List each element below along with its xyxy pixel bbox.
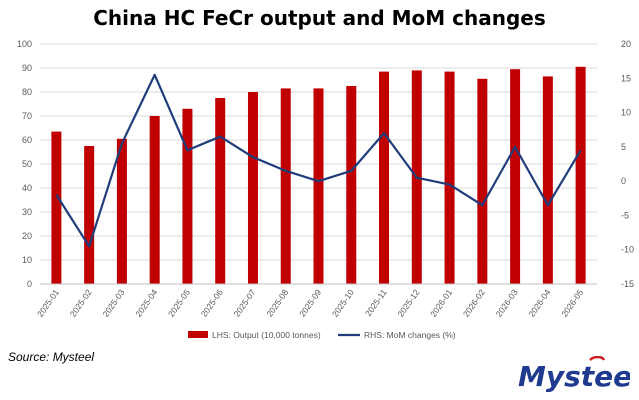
y-left-tick-label: 40 xyxy=(22,183,32,193)
x-tick-label: 2025-11 xyxy=(363,287,389,318)
source-note: Source: Mysteel xyxy=(8,350,95,364)
bar xyxy=(51,131,62,284)
bar xyxy=(215,98,226,284)
bar xyxy=(575,66,586,284)
y-right-tick-label: 0 xyxy=(621,176,626,186)
y-right-tick-label: 15 xyxy=(621,73,631,83)
bar xyxy=(280,88,291,285)
legend-bar-label: LHS: Output (10,000 tonnes) xyxy=(212,330,321,340)
x-tick-label: 2025-02 xyxy=(68,287,94,319)
svg-text:Mysteel: Mysteel xyxy=(518,360,630,392)
x-tick-label: 2025-03 xyxy=(100,287,126,319)
y-right-tick-label: -5 xyxy=(621,210,629,220)
x-tick-label: 2025-05 xyxy=(166,287,192,319)
bar xyxy=(542,76,553,285)
bar xyxy=(313,88,324,285)
y-left-tick-label: 90 xyxy=(22,63,32,73)
y-left-tick-label: 10 xyxy=(22,255,32,265)
legend-line-label: RHS: MoM changes (%) xyxy=(364,330,456,340)
legend-bar-swatch xyxy=(188,331,208,338)
bar xyxy=(510,69,521,284)
chart-title: China HC FeCr output and MoM changes xyxy=(93,6,546,30)
x-tick-label: 2026-04 xyxy=(526,287,552,319)
bar xyxy=(149,116,160,284)
y-right-tick-label: -10 xyxy=(621,245,634,255)
x-tick-label: 2025-06 xyxy=(199,287,225,319)
x-tick-label: 2025-07 xyxy=(232,287,258,319)
bar xyxy=(379,71,390,284)
x-tick-label: 2026-01 xyxy=(428,287,454,319)
x-tick-label: 2025-10 xyxy=(330,287,356,319)
bar xyxy=(444,71,455,284)
y-right-tick-label: -15 xyxy=(621,279,634,289)
y-left-tick-label: 70 xyxy=(22,111,32,121)
chart-svg: 0 10 20 30 40 50 60 70 80 90 100 -15 -10 -5 0 5 10 15 20 20… xyxy=(17,39,634,340)
y-left-tick-label: 20 xyxy=(22,231,32,241)
y-left-tick-label: 50 xyxy=(22,159,32,169)
bar xyxy=(477,78,488,284)
bar xyxy=(182,108,193,284)
x-tick-label: 2026-03 xyxy=(494,287,520,319)
bar xyxy=(346,86,357,284)
y-left-tick-label: 0 xyxy=(27,279,32,289)
x-tick-label: 2025-01 xyxy=(35,287,61,319)
bar xyxy=(116,138,127,284)
bar xyxy=(247,92,258,284)
x-tick-label: 2025-08 xyxy=(264,287,290,319)
x-tick-label: 2025-09 xyxy=(297,287,323,319)
y-left-tick-label: 80 xyxy=(22,87,32,97)
y-right-tick-label: 10 xyxy=(621,108,631,118)
x-tick-label: 2025-04 xyxy=(133,287,159,319)
x-tick-label: 2026-02 xyxy=(461,287,487,319)
x-tick-label: 2026-05 xyxy=(559,287,585,319)
y-right-tick-label: 20 xyxy=(621,39,631,49)
y-left-tick-label: 60 xyxy=(22,135,32,145)
y-right-tick-label: 5 xyxy=(621,142,626,152)
bar xyxy=(84,146,95,284)
x-tick-label: 2025-12 xyxy=(395,287,421,319)
mysteel-logo: Mysteel xyxy=(518,356,630,392)
y-left-tick-label: 30 xyxy=(22,207,32,217)
y-left-tick-label: 100 xyxy=(17,39,32,49)
